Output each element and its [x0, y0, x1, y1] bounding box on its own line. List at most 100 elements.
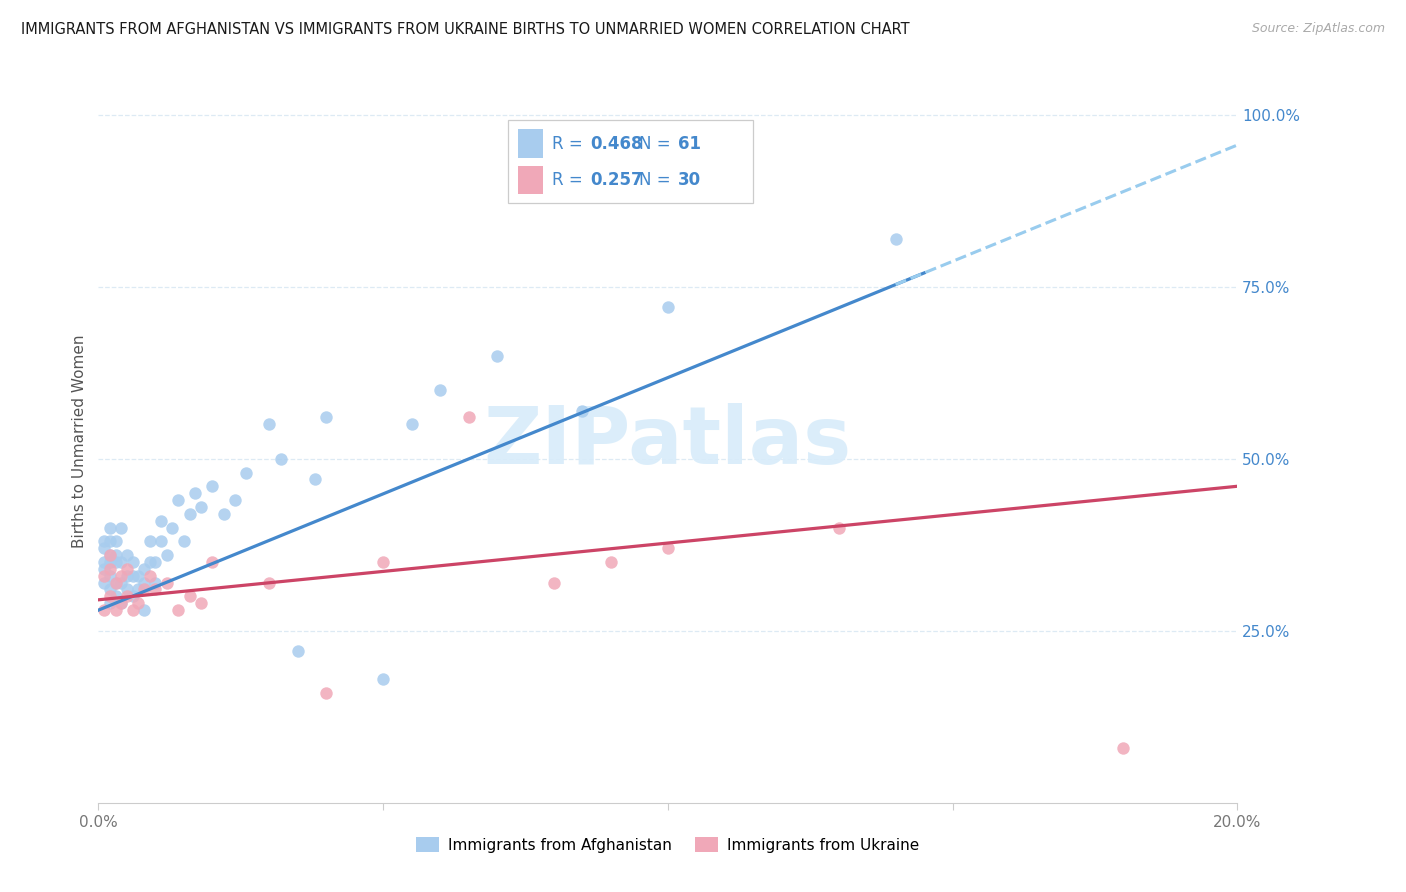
- Point: [121, 590, 143, 604]
- Point: [201, 555, 224, 569]
- Point: [401, 417, 423, 432]
- Point: [138, 534, 160, 549]
- Point: [98, 555, 121, 569]
- Point: [104, 534, 127, 549]
- Point: [110, 568, 132, 582]
- Point: [145, 575, 167, 590]
- Point: [127, 596, 149, 610]
- Point: [184, 486, 207, 500]
- Point: [93, 562, 115, 576]
- Point: [287, 644, 309, 658]
- Point: [104, 590, 127, 604]
- Text: R =: R =: [551, 135, 588, 153]
- Point: [115, 590, 138, 604]
- Point: [93, 603, 115, 617]
- Point: [373, 555, 395, 569]
- Point: [315, 686, 337, 700]
- Point: [190, 596, 212, 610]
- Y-axis label: Births to Unmarried Women: Births to Unmarried Women: [72, 334, 87, 549]
- Point: [486, 349, 509, 363]
- Point: [201, 479, 224, 493]
- Point: [179, 507, 201, 521]
- Point: [98, 596, 121, 610]
- Point: [110, 575, 132, 590]
- Legend: Immigrants from Afghanistan, Immigrants from Ukraine: Immigrants from Afghanistan, Immigrants …: [409, 829, 927, 860]
- Text: IMMIGRANTS FROM AFGHANISTAN VS IMMIGRANTS FROM UKRAINE BIRTHS TO UNMARRIED WOMEN: IMMIGRANTS FROM AFGHANISTAN VS IMMIGRANT…: [21, 22, 910, 37]
- Text: 30: 30: [678, 171, 702, 189]
- Point: [132, 575, 155, 590]
- Point: [150, 534, 173, 549]
- Point: [104, 575, 127, 590]
- Point: [270, 451, 292, 466]
- Point: [98, 590, 121, 604]
- Point: [224, 493, 246, 508]
- Point: [132, 582, 155, 597]
- Point: [93, 541, 115, 556]
- Point: [315, 410, 337, 425]
- Point: [104, 575, 127, 590]
- Point: [259, 417, 281, 432]
- Point: [121, 603, 143, 617]
- Point: [93, 575, 115, 590]
- Point: [543, 575, 565, 590]
- FancyBboxPatch shape: [509, 120, 754, 203]
- Point: [571, 403, 593, 417]
- Point: [138, 555, 160, 569]
- Point: [115, 568, 138, 582]
- Point: [110, 520, 132, 534]
- Text: N =: N =: [640, 171, 676, 189]
- Point: [1112, 740, 1135, 755]
- Point: [127, 568, 149, 582]
- Point: [93, 568, 115, 582]
- Point: [828, 520, 851, 534]
- Text: N =: N =: [640, 135, 676, 153]
- Point: [104, 548, 127, 562]
- Point: [115, 548, 138, 562]
- Point: [104, 555, 127, 569]
- Point: [179, 590, 201, 604]
- Point: [115, 562, 138, 576]
- Point: [121, 568, 143, 582]
- Point: [145, 555, 167, 569]
- FancyBboxPatch shape: [517, 129, 543, 158]
- Point: [115, 582, 138, 597]
- Point: [429, 383, 451, 397]
- Text: 0.468: 0.468: [591, 135, 643, 153]
- Point: [373, 672, 395, 686]
- Point: [98, 562, 121, 576]
- Point: [150, 514, 173, 528]
- Point: [138, 568, 160, 582]
- Point: [600, 555, 623, 569]
- Point: [167, 603, 190, 617]
- Point: [212, 507, 235, 521]
- Point: [93, 534, 115, 549]
- Point: [98, 582, 121, 597]
- Point: [110, 555, 132, 569]
- Point: [259, 575, 281, 590]
- Point: [156, 548, 179, 562]
- Point: [657, 301, 679, 315]
- Point: [110, 596, 132, 610]
- Point: [98, 520, 121, 534]
- Point: [167, 493, 190, 508]
- Text: R =: R =: [551, 171, 588, 189]
- Point: [457, 410, 479, 425]
- Point: [304, 472, 326, 486]
- Point: [884, 231, 907, 245]
- Point: [156, 575, 179, 590]
- Point: [132, 603, 155, 617]
- Point: [127, 582, 149, 597]
- Point: [98, 548, 121, 562]
- Point: [104, 603, 127, 617]
- Point: [145, 582, 167, 597]
- Point: [657, 541, 679, 556]
- Point: [98, 568, 121, 582]
- Point: [110, 596, 132, 610]
- Point: [98, 534, 121, 549]
- FancyBboxPatch shape: [517, 166, 543, 194]
- Point: [132, 562, 155, 576]
- Text: 0.257: 0.257: [591, 171, 643, 189]
- Text: 61: 61: [678, 135, 702, 153]
- Point: [121, 555, 143, 569]
- Text: ZIPatlas: ZIPatlas: [484, 402, 852, 481]
